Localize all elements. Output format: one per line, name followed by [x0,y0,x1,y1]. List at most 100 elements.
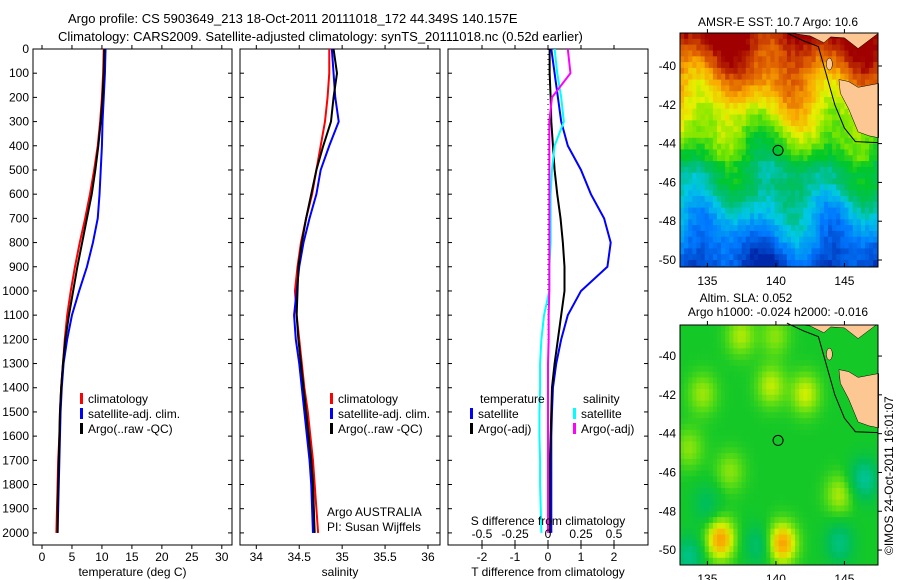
map-cell [712,260,718,267]
map-cell [704,348,710,355]
map-cell [828,236,833,244]
map-cell [688,570,693,576]
map-cell [836,517,841,524]
map-cell [852,196,858,203]
map-cell [717,412,722,419]
map-cell [684,435,689,442]
map-cell [840,178,845,185]
map-cell [799,383,804,390]
map-cell [791,447,796,454]
map-cell [819,79,825,86]
map-cell [815,56,821,63]
map-cell [762,50,767,57]
map-cell [745,441,751,448]
map-cell [807,272,812,278]
map-cell [811,418,817,425]
map-cell [823,464,829,472]
map-cell [696,132,702,139]
map-cell [725,149,730,156]
map-cell [696,406,702,413]
map-cell [811,260,817,267]
map-cell [823,184,829,191]
map-cell [721,412,726,419]
map-cell [712,383,718,390]
map-cell [873,534,878,541]
y-tick-label: 1700 [2,453,29,467]
map-cell [754,359,759,367]
map-cell [819,190,825,197]
map-cell [729,272,734,278]
map-cell [758,336,763,343]
map-cell [680,236,685,244]
map-cell [758,230,763,238]
map-cell [708,400,714,408]
map-cell [692,108,697,116]
map-cell [721,441,726,448]
map-cell [704,225,710,232]
map-cell [708,91,714,98]
map-cell [840,412,845,419]
map-cell [704,213,710,220]
map-cell [856,242,862,249]
map-cell [803,528,808,536]
map-cell [766,330,771,338]
map-cell [754,190,759,197]
map-cell [704,330,710,338]
map-cell [696,143,702,150]
map-cell [865,161,870,168]
map-cell [856,56,862,63]
map-cell [712,464,718,472]
map-cell [869,423,874,431]
map-cell [762,178,767,185]
map-cell [840,143,845,150]
map-cell [865,213,870,220]
map-cell [823,499,829,506]
map-cell [803,557,808,565]
map-cell [733,213,739,220]
map-cell [795,236,800,244]
map-cell [823,50,829,57]
map-cell [741,143,747,150]
map-cell [704,79,710,86]
map-cell [873,201,878,209]
map-cell [836,201,841,209]
map-cell [762,260,767,267]
map-cell [704,406,710,413]
map-cell [708,62,714,69]
map-cell [799,429,804,437]
map-cell [786,201,792,209]
map-cell [848,213,854,220]
map-cell [758,114,763,121]
map-cell [762,511,767,518]
map-cell [807,184,813,191]
map-cell [745,265,751,267]
map-cell [754,517,759,524]
map-cell [807,137,813,145]
map-cell [865,143,870,150]
map-cell [832,447,837,454]
map-cell [684,132,689,139]
map-cell [811,184,817,191]
map-cell [770,97,776,104]
map-cell [684,377,689,384]
map-cell [848,412,854,419]
map-cell [749,213,755,220]
map-cell [774,528,780,536]
map-cell [828,412,833,419]
map-cell [766,155,771,162]
map-cell [688,260,693,267]
map-cell [762,102,767,110]
map-cell [721,79,726,86]
map-cell [795,354,800,361]
map-cell [782,359,788,367]
map-cell [848,137,854,145]
map-cell [741,418,747,425]
map-cell [836,423,841,431]
map-cell [766,172,771,180]
map-cell [823,120,829,127]
map-cell [766,120,771,127]
map-cell [795,470,800,477]
map-cell [692,528,697,536]
map-cell [712,441,718,448]
map-cell [778,330,784,338]
